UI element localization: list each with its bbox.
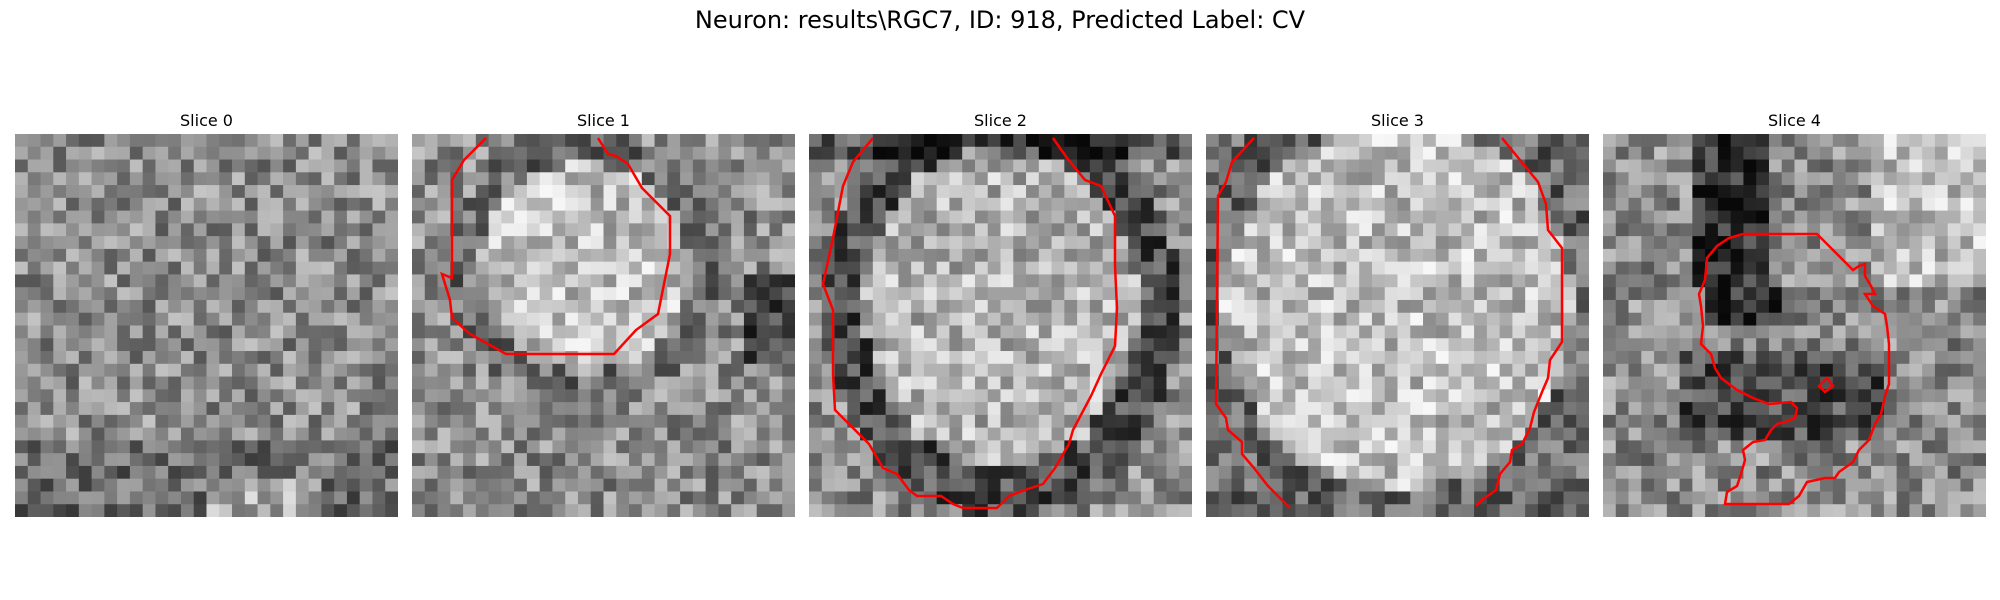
- slice-title: Slice 2: [974, 111, 1027, 130]
- segmentation-contour: [1817, 376, 1835, 394]
- slice-panel-4: Slice 4: [1603, 108, 1986, 517]
- segmentation-contour: [821, 137, 1119, 510]
- slice-panel-2: Slice 2: [809, 108, 1192, 517]
- slice-image-2: [809, 134, 1192, 517]
- segmentation-contour: [1214, 137, 1291, 509]
- slice-title: Slice 4: [1768, 111, 1821, 130]
- slice-title: Slice 0: [180, 111, 233, 130]
- slice-title: Slice 1: [577, 111, 630, 130]
- figure-title: Neuron: results\RGC7, ID: 918, Predicted…: [694, 6, 1306, 34]
- slice-panel-1: Slice 1: [412, 108, 795, 517]
- segmentation-contour: [440, 137, 672, 356]
- segmentation-contour: [1475, 137, 1564, 507]
- slice-image-0: [15, 134, 398, 517]
- slice-image-1: [412, 134, 795, 517]
- slice-title: Slice 3: [1371, 111, 1424, 130]
- slice-panel-0: Slice 0: [15, 108, 398, 517]
- segmentation-contour: [1697, 232, 1891, 506]
- slice-image-3: [1206, 134, 1589, 517]
- slice-image-4: [1603, 134, 1986, 517]
- slice-panel-3: Slice 3: [1206, 108, 1589, 517]
